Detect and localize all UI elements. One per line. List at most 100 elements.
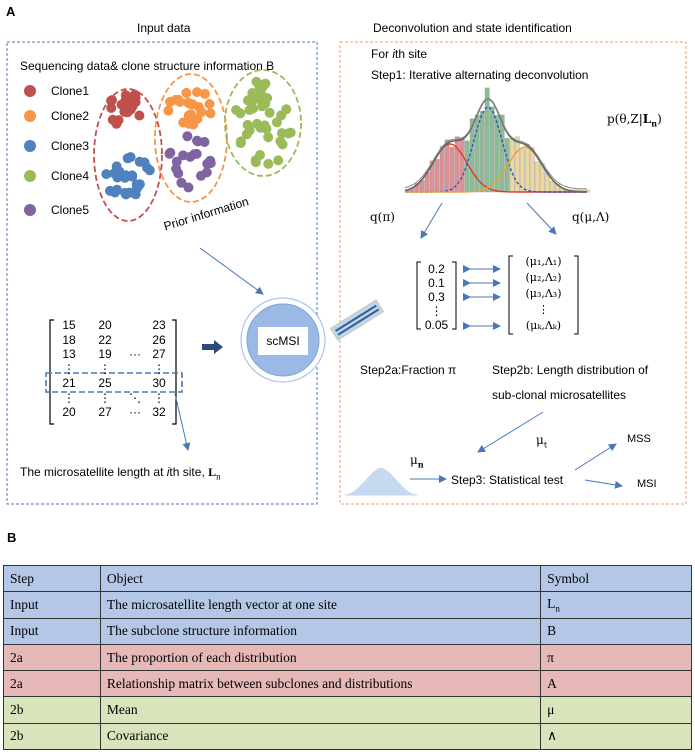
to-msi-arrow xyxy=(584,479,623,489)
params-right-bracket xyxy=(574,255,579,335)
histogram-bar xyxy=(534,161,540,193)
symbol-cell: ∧ xyxy=(540,722,692,751)
object-cell: Relationship matrix between subclones an… xyxy=(99,670,542,698)
step-cell: 2b xyxy=(3,696,101,724)
matrix-cell: 20 xyxy=(62,405,76,419)
matrix-cell: ⋮ xyxy=(99,361,111,376)
histogram-bar xyxy=(449,146,455,193)
clone-cell-dot xyxy=(199,137,210,147)
q-mu-arrow xyxy=(526,202,557,235)
clone-cell-dot xyxy=(183,182,194,193)
clone-cell-dot xyxy=(171,156,182,167)
clone4-dot xyxy=(24,170,36,182)
table-row: 2a The proportion of each distribution π xyxy=(3,643,692,672)
table-row: 2b Mean μ xyxy=(3,696,692,724)
matrix-cell: 25 xyxy=(98,376,112,390)
clone-legend-dots xyxy=(24,85,36,216)
object-cell: Covariance xyxy=(99,722,542,751)
matrix-row: ⋮ ⋮ ⋱ ⋮ xyxy=(56,391,172,406)
mu-n-label: μn xyxy=(410,453,424,470)
clone-cell-dot xyxy=(242,95,253,106)
clone-cell-dot xyxy=(277,139,288,150)
matrix-cell: 19 xyxy=(98,347,112,361)
clone-cell-dot xyxy=(139,157,150,168)
symbol-cell: A xyxy=(540,670,692,698)
clone-cell-dot xyxy=(242,119,253,130)
clone-cell-dot xyxy=(101,169,112,180)
clone-cell-dot xyxy=(178,150,189,161)
step2b-label-line2: sub-clonal microsatellites xyxy=(492,388,627,402)
clone-cell-dot xyxy=(181,87,192,98)
fraction-right-bracket xyxy=(452,261,457,330)
clone-cell-dot xyxy=(263,158,274,169)
histogram-bar xyxy=(489,106,495,193)
clone-cell-dot xyxy=(255,150,265,160)
clone-cell-dot xyxy=(192,113,203,124)
table-row: 2b Covariance ∧ xyxy=(3,722,692,751)
matrix-row: 18 22 26 xyxy=(56,333,172,348)
matrix-to-scmsi-arrow xyxy=(202,340,223,354)
clone-cell-dot xyxy=(262,93,273,103)
scmsi-label-box xyxy=(258,327,308,355)
input-data-title: Input data xyxy=(137,21,191,35)
fraction-vector: 0.2 0.1 0.3 ⋮ 0.05 xyxy=(421,262,452,332)
clone-cell-dot xyxy=(263,132,274,143)
matrix-row: 21 25 30 xyxy=(56,376,172,391)
symbol-cell: B xyxy=(540,617,692,645)
mixture-curve-outline xyxy=(404,98,587,190)
matrix-right-bracket xyxy=(172,319,177,425)
step-cell: 2a xyxy=(3,643,101,672)
fraction-value: 0.05 xyxy=(424,318,449,332)
matrix-cell: 13 xyxy=(62,347,76,361)
clone-cell-dot xyxy=(248,103,258,114)
table-header-row: Step Object Symbol xyxy=(3,564,692,593)
microsatellite-length-label: The microsatellite length at ith site, L… xyxy=(20,465,221,482)
clone-cell-dot xyxy=(204,99,215,109)
matrix-cell: 18 xyxy=(62,332,76,347)
clone3-label: Clone3 xyxy=(51,139,90,153)
clone-cell-dot xyxy=(201,167,212,178)
symbol-text: μ xyxy=(547,702,555,718)
symbol-cell: π xyxy=(540,643,692,672)
matrix-cell: 27 xyxy=(152,347,166,361)
matrix-cell: ⋮ xyxy=(153,390,165,405)
matrix-cell: ··· xyxy=(129,347,141,361)
clone-cell-dot xyxy=(273,155,284,166)
histogram-bar xyxy=(584,189,590,193)
histogram-bar xyxy=(434,159,440,193)
clone-cell-dot xyxy=(124,187,135,198)
symbol-cell: Ln xyxy=(540,591,692,619)
step2a-label: Step2a:Fraction π xyxy=(360,363,457,377)
clone2-label: Clone2 xyxy=(51,109,90,123)
table-header-cell: Symbol xyxy=(540,564,692,593)
params-vector: (μ₁,Λ₁) (μ₂,Λ₂) (μ₃,Λ₃) ⋮ (μₖ,Λₖ) xyxy=(513,254,574,334)
object-cell: The subclone structure information xyxy=(99,617,542,645)
clone-cell-dot xyxy=(202,158,213,169)
clone-cell-dot xyxy=(163,105,174,116)
clone-cell-dot xyxy=(276,128,287,139)
table-header-cell: Object xyxy=(99,564,542,593)
step2b-label-line1: Step2b: Length distribution of xyxy=(492,363,649,377)
symbol-text: A xyxy=(547,675,557,691)
matrix-left-bracket xyxy=(49,319,54,425)
cluster-ellipse-1 xyxy=(93,88,163,222)
clone-cell-dot xyxy=(122,153,133,164)
matrix-cell: 22 xyxy=(98,332,112,347)
fraction-left-bracket xyxy=(416,261,421,330)
matrix-cell: 23 xyxy=(152,318,166,332)
matrix-cell: ⋮ xyxy=(63,390,75,405)
fraction-value: 0.3 xyxy=(428,290,445,304)
q-pi-arrow xyxy=(420,202,443,239)
sequencing-info-text: Sequencing data& clone structure informa… xyxy=(20,59,275,73)
symbol-text: π xyxy=(547,649,554,665)
clone-cell-dot xyxy=(189,149,200,160)
param-pair: ⋮ xyxy=(538,303,549,316)
to-mss-arrow xyxy=(574,443,617,471)
clone5-label: Clone5 xyxy=(51,203,90,217)
cluster-dots xyxy=(101,76,296,200)
clone4-label: Clone4 xyxy=(51,169,90,183)
symbol-text: B xyxy=(547,623,557,639)
step-cell: 2a xyxy=(3,670,101,698)
matrix-cell: 27 xyxy=(98,405,112,419)
clone-cell-dot xyxy=(120,90,131,101)
